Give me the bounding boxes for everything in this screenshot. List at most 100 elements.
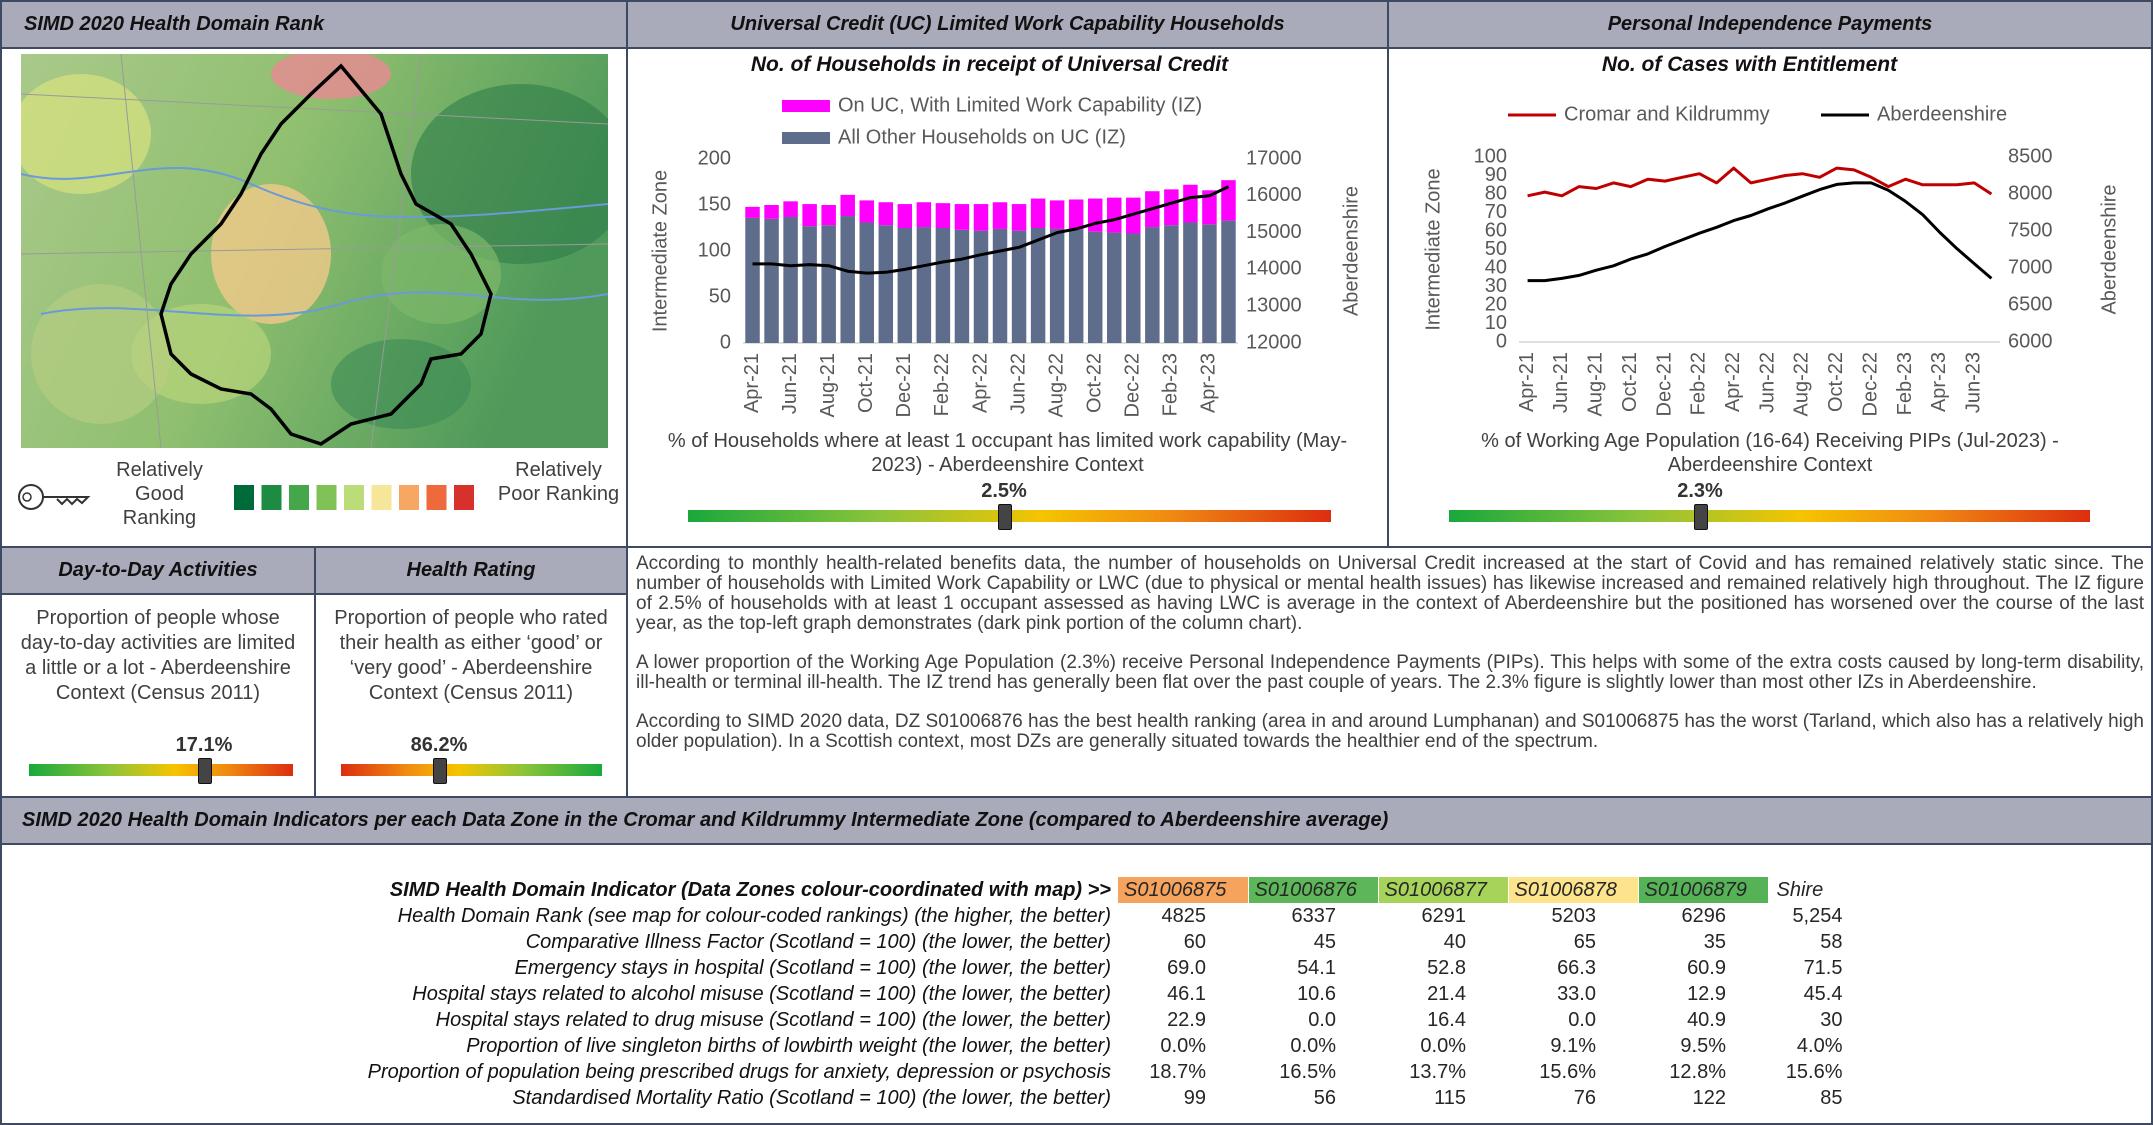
table-cell: Emergency stays in hospital (Scotland = …	[2, 955, 1118, 981]
gauge: 2.3%	[1449, 480, 2090, 540]
bar	[821, 225, 835, 343]
table-cell: 21.4	[1378, 981, 1508, 1007]
table-cell: S01006877	[1378, 877, 1508, 903]
table-cell: 52.8	[1378, 955, 1508, 981]
gauge-marker	[998, 504, 1012, 530]
bar	[974, 231, 988, 343]
bar	[1050, 200, 1064, 229]
x-tick-label: Apr-21	[1516, 352, 1538, 412]
x-tick-label: Apr-22	[969, 353, 991, 413]
y2-tick-label: 14000	[1246, 258, 1302, 280]
bar	[898, 204, 912, 228]
table-cell: Health Domain Rank (see map for colour-c…	[2, 903, 1118, 929]
gauge-bar	[341, 764, 602, 776]
legend-swatch	[782, 132, 830, 144]
x-tick-label: Oct-22	[1083, 353, 1105, 413]
table-cell: 5203	[1508, 903, 1638, 929]
legend-label: Cromar and Kildrummy	[1564, 103, 1770, 125]
panel-title: Day-to-Day Activities	[2, 548, 314, 595]
paragraph: A lower proportion of the Working Age Po…	[636, 653, 2144, 693]
indicator-table: SIMD Health Domain Indicator (Data Zones…	[2, 877, 1848, 1111]
x-tick-label: Apr-22	[1722, 352, 1744, 412]
table-cell: 0.0%	[1248, 1033, 1378, 1059]
table-cell: 122	[1638, 1085, 1768, 1111]
health-panel: Health Rating Proportion of people who r…	[314, 546, 628, 798]
table-cell: 6296	[1638, 903, 1768, 929]
table-cell: 99	[1118, 1085, 1248, 1111]
y2-axis-label: Aberdeenshire	[2098, 184, 2120, 314]
bar	[1088, 199, 1102, 232]
bar	[917, 202, 931, 227]
y-tick-label: 100	[698, 239, 731, 261]
bar	[936, 228, 950, 343]
header-row: SIMD Health Domain Indicator (Data Zones…	[2, 877, 1848, 903]
x-tick-label: Dec-22	[1859, 352, 1881, 416]
gauge-label: 86.2%	[389, 734, 489, 757]
table-cell: 15.6%	[1768, 1059, 1848, 1085]
x-tick-label: Jun-23	[1963, 352, 1985, 413]
gauge-marker	[198, 758, 212, 784]
bar	[1145, 227, 1159, 343]
bar	[783, 217, 797, 343]
x-tick-label: Oct-22	[1825, 352, 1847, 412]
table-cell: 9.1%	[1508, 1033, 1638, 1059]
y2-tick-label: 13000	[1246, 294, 1302, 316]
y2-tick-label: 17000	[1246, 147, 1302, 169]
uc-panel: Universal Credit (UC) Limited Work Capab…	[626, 0, 1389, 548]
table-cell: 16.5%	[1248, 1059, 1378, 1085]
table-cell: 16.4	[1378, 1007, 1508, 1033]
x-tick-label: Jun-22	[1756, 352, 1778, 413]
table-row: Health Domain Rank (see map for colour-c…	[2, 903, 1848, 929]
table-row: Emergency stays in hospital (Scotland = …	[2, 955, 1848, 981]
bar	[1107, 233, 1121, 343]
map-panel: SIMD 2020 Health Domain Rank Relatively …	[0, 0, 628, 548]
table-cell: 76	[1508, 1085, 1638, 1111]
table-cell: 9.5%	[1638, 1033, 1768, 1059]
table-cell: Proportion of live singleton births of l…	[2, 1033, 1118, 1059]
x-tick-label: Aug-21	[817, 353, 839, 418]
gauge-bar	[29, 764, 293, 776]
y2-tick-label: 7000	[2008, 256, 2053, 278]
gauge: 2.5%	[688, 480, 1331, 540]
gauge-marker	[433, 758, 447, 784]
table-row: Proportion of population being prescribe…	[2, 1059, 1848, 1085]
table-cell: Standardised Mortality Ratio (Scotland =…	[2, 1085, 1118, 1111]
bar	[936, 203, 950, 228]
x-tick-label: Jun-22	[1007, 353, 1029, 414]
legend-label: All Other Households on UC (IZ)	[838, 126, 1126, 148]
bar	[917, 227, 931, 343]
table-cell: 13.7%	[1378, 1059, 1508, 1085]
table-cell: 66.3	[1508, 955, 1638, 981]
paragraph: According to SIMD 2020 data, DZ S0100687…	[636, 712, 2144, 752]
day-panel: Day-to-Day Activities Proportion of peop…	[0, 546, 316, 798]
x-tick-label: Dec-21	[893, 353, 915, 417]
table-cell: Hospital stays related to alcohol misuse…	[2, 981, 1118, 1007]
x-tick-label: Jun-21	[1550, 352, 1572, 413]
table-cell: Comparative Illness Factor (Scotland = 1…	[2, 929, 1118, 955]
table-cell: S01006879	[1638, 877, 1768, 903]
y2-tick-label: 8000	[2008, 182, 2053, 204]
table-cell: 5,254	[1768, 903, 1848, 929]
table-cell: 35	[1638, 929, 1768, 955]
gauge-marker	[1694, 504, 1708, 530]
table-cell: 4.0%	[1768, 1033, 1848, 1059]
x-tick-label: Feb-22	[931, 353, 953, 416]
panel-title: SIMD 2020 Health Domain Rank	[2, 2, 626, 49]
y-tick-label: 0	[720, 331, 731, 353]
y-tick-label: 100	[1474, 145, 1507, 167]
table-cell: 0.0%	[1118, 1033, 1248, 1059]
y2-tick-label: 15000	[1246, 221, 1302, 243]
table-cell: 6337	[1248, 903, 1378, 929]
table-cell: 54.1	[1248, 955, 1378, 981]
table-cell: 40	[1378, 929, 1508, 955]
x-tick-label: Aug-22	[1045, 353, 1067, 418]
y2-tick-label: 16000	[1246, 184, 1302, 206]
line	[1528, 168, 1992, 196]
table-cell: 58	[1768, 929, 1848, 955]
table-cell: 10.6	[1248, 981, 1378, 1007]
table-cell: 0.0%	[1378, 1033, 1508, 1059]
table-cell: 45	[1248, 929, 1378, 955]
y2-axis-label: Aberdeenshire	[1340, 186, 1362, 316]
y2-tick-label: 12000	[1246, 331, 1302, 353]
x-tick-label: Dec-21	[1653, 352, 1675, 416]
